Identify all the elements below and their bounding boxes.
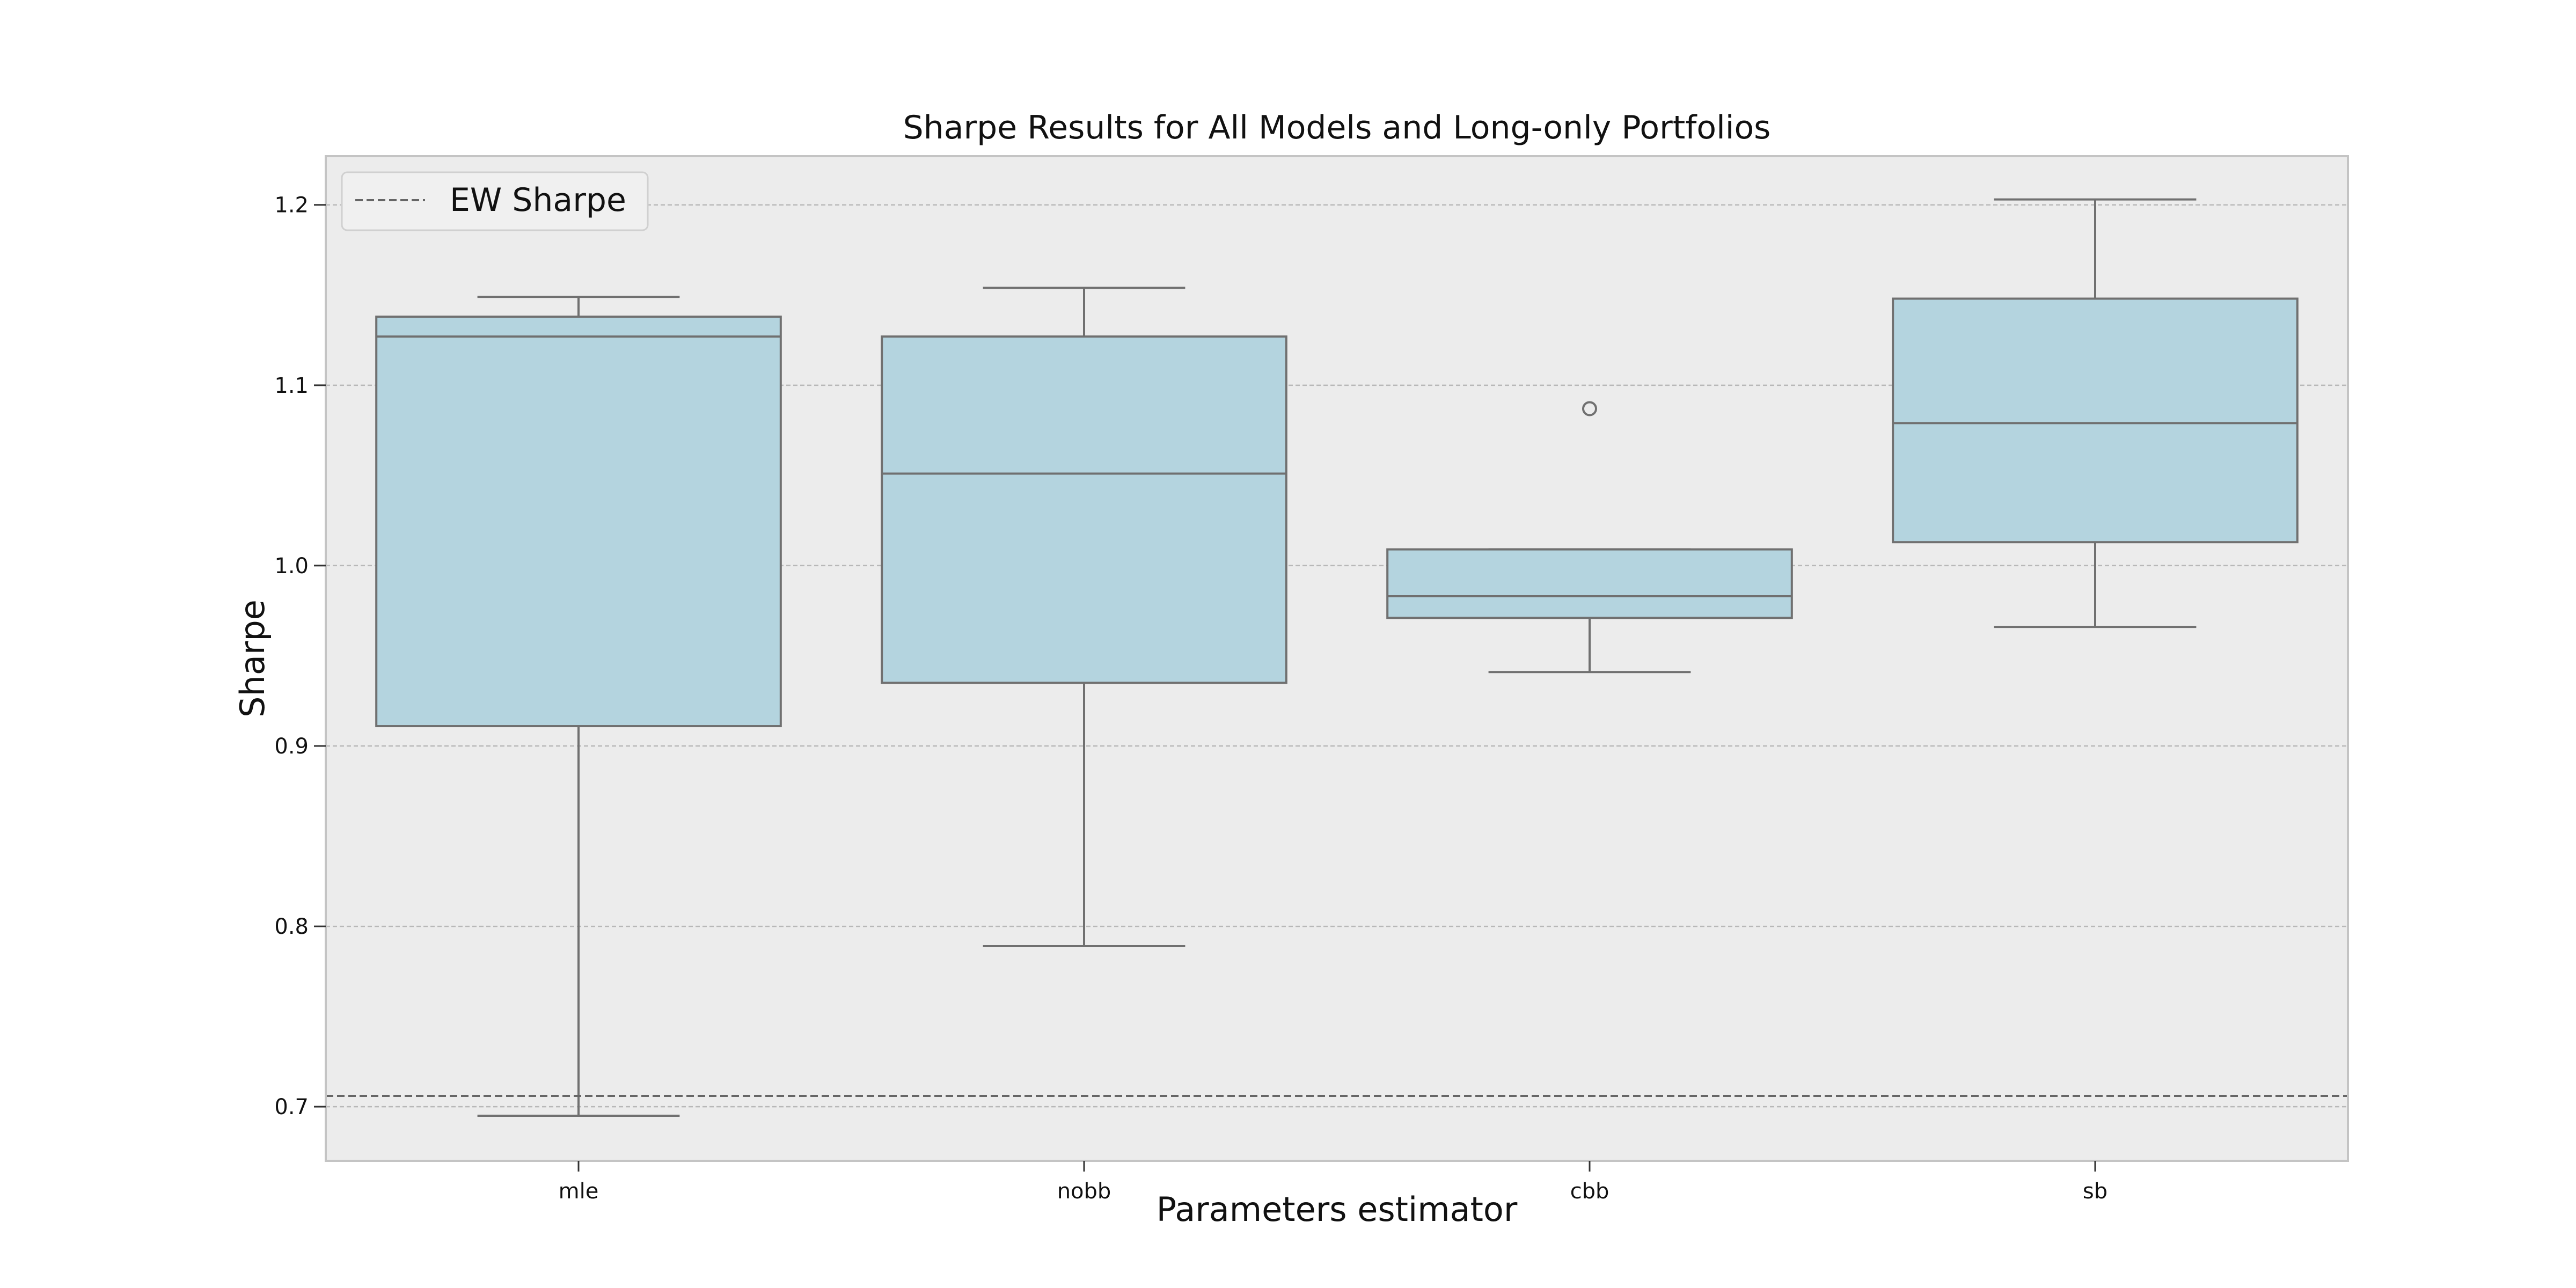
x-tick-label: nobb [1057, 1179, 1111, 1204]
y-tick-label: 0.8 [274, 914, 309, 939]
box-nobb [881, 287, 1287, 948]
chart-title: Sharpe Results for All Models and Long-o… [903, 109, 1771, 147]
x-tick-label: mle [559, 1179, 599, 1204]
y-axis-ticks: 0.7 0.8 0.9 1.0 1.1 1.2 [274, 193, 326, 1119]
iqr-box [1892, 297, 2299, 544]
y-tick-label: 1.2 [274, 193, 309, 218]
x-tick-label: sb [2083, 1179, 2107, 1204]
plot-frame [325, 155, 2349, 1162]
y-axis-label: Sharpe [233, 599, 272, 718]
iqr-box [1386, 548, 1793, 619]
y-tick-label: 1.1 [274, 374, 309, 398]
x-axis-label: Parameters estimator [1157, 1190, 1518, 1229]
y-tick-label: 1.0 [274, 554, 309, 579]
y-tick-label: 0.7 [274, 1095, 309, 1119]
y-tick-label: 0.9 [274, 734, 309, 759]
outlier-point [1582, 401, 1597, 416]
legend: EW Sharpe [341, 171, 649, 231]
box-mle [375, 296, 782, 1117]
box-cbb [1386, 401, 1793, 674]
legend-label-ew-sharpe: EW Sharpe [450, 181, 626, 219]
legend-box [341, 171, 649, 231]
box-sb [1892, 198, 2299, 628]
x-tick-label: cbb [1570, 1179, 1609, 1204]
iqr-box [881, 335, 1287, 684]
boxes [375, 198, 2299, 1117]
x-axis-ticks: mle nobb cbb sb [559, 1161, 2107, 1204]
iqr-box [375, 316, 782, 728]
